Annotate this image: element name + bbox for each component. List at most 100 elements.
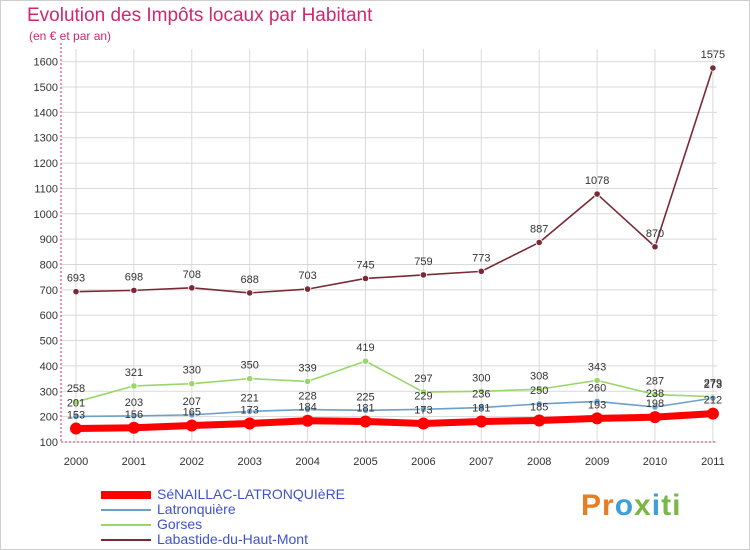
y-tick-label: 1300 [34, 133, 58, 145]
data-label: 225 [356, 391, 374, 403]
data-label: 173 [241, 404, 259, 416]
data-label: 698 [125, 271, 143, 283]
legend-item-senaillac: SéNAILLAC-LATRONQUIèRE [101, 486, 421, 502]
proxiti-logo: Proxiti [581, 489, 682, 522]
data-label: 279 [704, 378, 722, 390]
data-label: 1078 [585, 175, 609, 187]
data-label: 300 [472, 372, 490, 384]
data-label: 887 [530, 223, 548, 235]
legend-item-labastide: Labastide-du-Haut-Mont [101, 531, 421, 547]
data-label: 258 [67, 383, 85, 395]
data-label: 184 [298, 402, 316, 414]
legend-swatch-senaillac [101, 491, 151, 499]
data-point [130, 382, 138, 390]
data-label: 708 [183, 269, 201, 281]
x-tick-label: 2010 [643, 456, 667, 468]
data-label: 1575 [701, 49, 725, 61]
data-label: 198 [646, 398, 664, 410]
data-point [419, 271, 427, 279]
legend-label-latronquiere: Latronquière [157, 501, 236, 517]
data-label: 703 [298, 270, 316, 282]
data-point [593, 376, 601, 384]
legend-swatch-labastide [101, 539, 151, 541]
x-tick-label: 2008 [527, 456, 551, 468]
y-tick-label: 1600 [34, 57, 58, 69]
data-label: 688 [241, 274, 259, 286]
series-line [75, 360, 713, 403]
data-point [709, 64, 717, 72]
legend-item-gorses: Gorses [101, 516, 421, 532]
chart-title: Evolution des Impôts locaux par Habitant [27, 5, 373, 26]
y-tick-label: 200 [40, 412, 58, 424]
data-label: 212 [704, 395, 722, 407]
y-tick-label: 300 [40, 386, 58, 398]
data-label: 745 [356, 259, 374, 271]
data-point [361, 274, 370, 283]
data-point [303, 377, 312, 386]
y-tick-label: 1400 [34, 107, 58, 119]
data-point [188, 411, 196, 419]
data-label: 339 [298, 362, 316, 374]
data-label: 260 [588, 382, 606, 394]
legend-swatch-gorses [101, 524, 151, 526]
data-label: 297 [414, 373, 432, 385]
data-label: 693 [67, 273, 85, 285]
y-tick-label: 100 [40, 437, 58, 449]
x-tick-label: 2009 [585, 456, 609, 468]
data-label: 308 [530, 370, 548, 382]
data-label: 343 [588, 361, 606, 373]
data-label: 229 [414, 390, 432, 402]
data-label: 350 [241, 360, 259, 372]
chart-subtitle: (en € et par an) [29, 29, 112, 43]
data-label: 236 [472, 389, 490, 401]
data-point [535, 400, 543, 408]
data-label: 221 [241, 392, 259, 404]
y-tick-label: 1100 [34, 183, 58, 195]
data-point [651, 390, 659, 399]
data-point [185, 419, 198, 432]
data-point [535, 385, 543, 393]
data-label: 207 [183, 396, 201, 408]
series-line [75, 410, 714, 433]
y-tick-label: 1500 [34, 82, 58, 94]
legend-swatch-latronquiere [101, 509, 151, 511]
data-label: 173 [414, 404, 432, 416]
data-point [591, 412, 604, 425]
data-point [477, 267, 485, 275]
legend-label-gorses: Gorses [157, 516, 203, 532]
data-point [533, 414, 546, 427]
x-tick-label: 2006 [411, 456, 435, 468]
data-point [246, 289, 254, 297]
data-point [246, 375, 254, 383]
data-point [361, 357, 370, 365]
data-point [706, 407, 719, 420]
data-point [477, 387, 485, 395]
data-point [649, 411, 661, 424]
y-tick-label: 400 [40, 361, 58, 373]
data-point [535, 238, 543, 247]
data-point [419, 388, 427, 396]
x-tick-label: 2011 [701, 456, 725, 468]
data-point [188, 284, 196, 292]
y-tick-label: 900 [40, 234, 58, 246]
legend-label-labastide: Labastide-du-Haut-Mont [157, 531, 308, 547]
data-point [127, 421, 140, 434]
data-point [593, 397, 601, 406]
data-label: 185 [530, 401, 548, 413]
data-label: 201 [67, 397, 85, 409]
data-label: 759 [414, 256, 432, 268]
data-label: 870 [646, 228, 664, 240]
data-point [246, 407, 254, 415]
data-point [243, 417, 256, 430]
series-line [75, 67, 714, 294]
data-label: 165 [183, 407, 201, 419]
x-tick-label: 2001 [122, 456, 146, 468]
data-point [475, 415, 488, 428]
data-point [72, 288, 80, 296]
data-point [72, 398, 80, 406]
data-point [477, 403, 485, 412]
data-label: 228 [298, 391, 316, 403]
data-point [188, 380, 196, 388]
data-point [593, 190, 601, 198]
